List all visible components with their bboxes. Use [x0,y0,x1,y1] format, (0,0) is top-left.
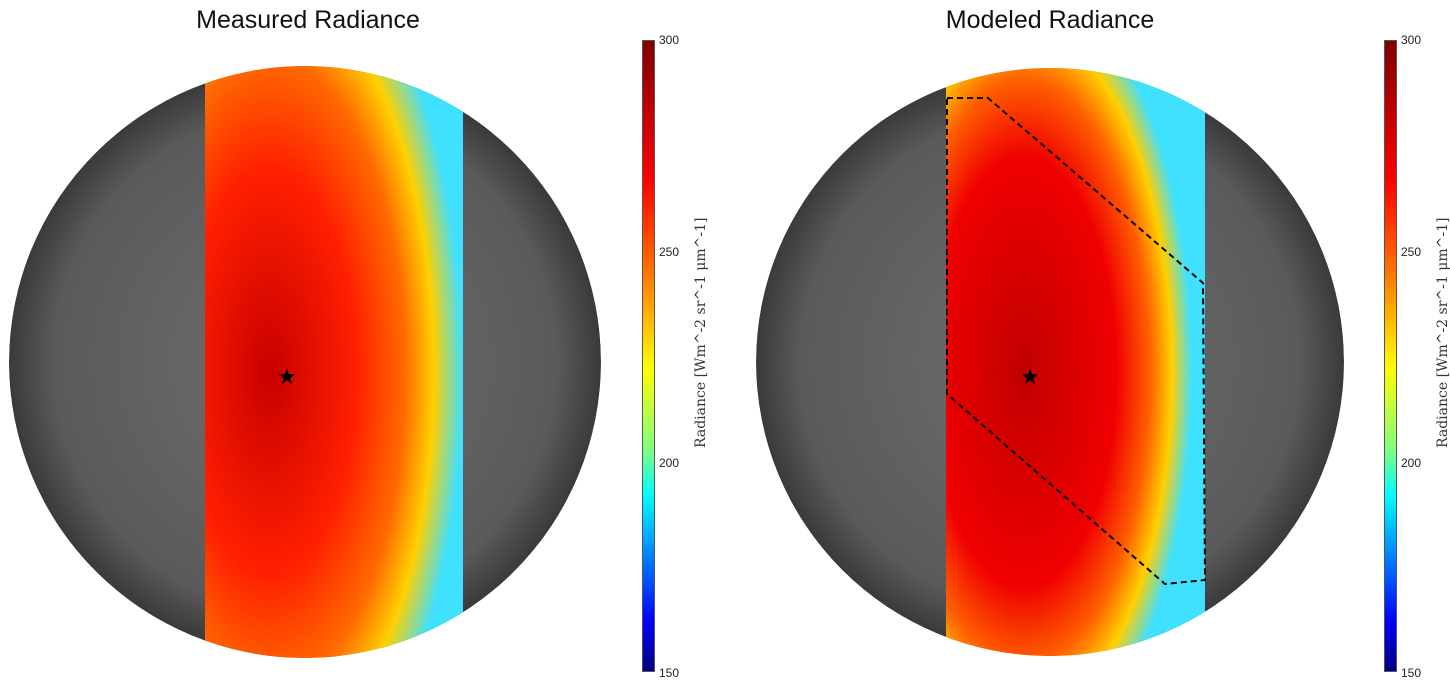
colorbar-tick: 200 [659,456,680,470]
star-marker: ★ [277,364,297,389]
colorbar-label: Radiance [Wm^-2 sr^-1 μm^-1] [693,217,709,448]
left-title: Measured Radiance [196,6,420,34]
right-title: Modeled Radiance [945,6,1155,34]
colorbar-tick: 250 [1401,245,1422,259]
radiance-strip [946,68,1205,656]
left-panel [9,66,601,658]
colorbar-label: Radiance [Wm^-2 sr^-1 μm^-1] [1435,217,1450,448]
colorbar-tick: 150 [1401,666,1422,680]
colorbar-right [1384,40,1397,672]
colorbar-left [642,40,655,672]
colorbar-tick: 200 [1401,456,1422,470]
colorbar-tick: 300 [659,33,680,47]
star-marker: ★ [1020,364,1040,389]
colorbar-tick: 300 [1401,33,1422,47]
colorbar-tick: 150 [659,666,680,680]
right-panel [756,68,1344,656]
colorbar-tick: 250 [659,245,680,259]
radiance-strip [205,66,463,658]
region-outline [946,97,1207,586]
